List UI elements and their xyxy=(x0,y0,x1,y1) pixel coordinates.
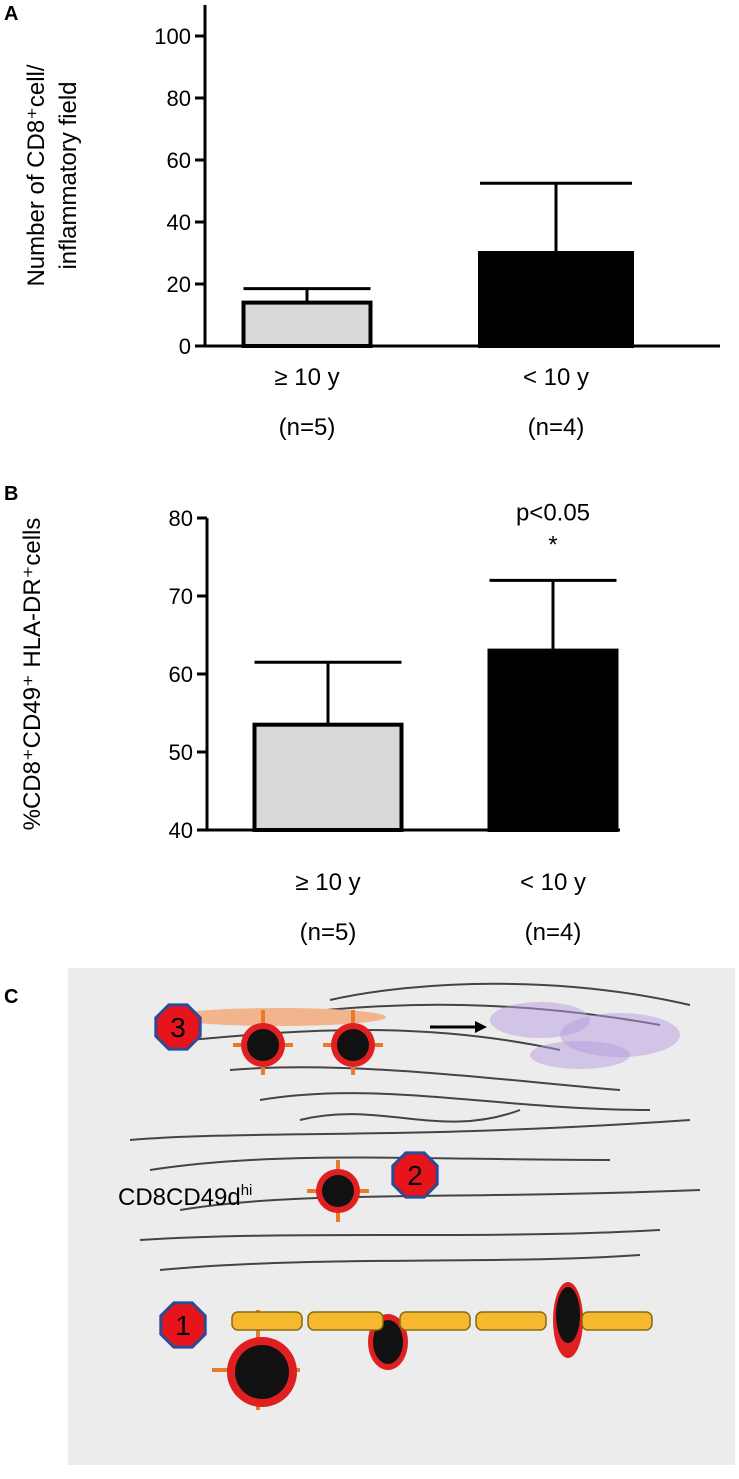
y-tick-label: 40 xyxy=(167,210,191,235)
markers: 3 2 1 xyxy=(154,1003,439,1349)
y-tick-label: 20 xyxy=(167,272,191,297)
category-note: (n=4) xyxy=(525,919,582,946)
marker-number: 3 xyxy=(170,1012,186,1043)
x-tick-label: < 10 y xyxy=(520,869,586,896)
marker-octagon xyxy=(159,1301,207,1349)
cell-label-text: CD8CD49d xyxy=(118,1184,241,1211)
endothelium-fragment xyxy=(170,1008,386,1026)
y-axis-label: inflammatory field xyxy=(55,81,82,269)
x-tick-label: < 10 y xyxy=(523,364,589,391)
panel-label: B xyxy=(4,483,18,505)
arrow-head xyxy=(475,1021,487,1033)
endothelial-layer xyxy=(231,1311,653,1331)
annotation: * xyxy=(548,531,557,558)
bar xyxy=(252,722,404,833)
category-note: (n=5) xyxy=(279,414,336,441)
marker-octagon xyxy=(154,1003,202,1051)
panel-label: A xyxy=(4,3,18,25)
panel-label: C xyxy=(4,986,18,1008)
illustration: C xyxy=(4,968,735,1465)
category-note: (n=5) xyxy=(300,919,357,946)
marker-number: 1 xyxy=(175,1310,191,1341)
y-tick-label: 60 xyxy=(169,662,193,687)
cell-label-sup: hi xyxy=(241,1182,253,1199)
y-tick-label: 80 xyxy=(169,506,193,531)
y-tick-label: 60 xyxy=(167,148,191,173)
cell-label: CD8CD49dhi xyxy=(118,1182,252,1211)
y-axis-label: %CD8⁺CD49⁺ HLA-DR⁺cells xyxy=(19,518,46,831)
category-note: (n=4) xyxy=(528,414,585,441)
y-tick-label: 50 xyxy=(169,740,193,765)
bar xyxy=(478,251,634,348)
y-tick-label: 0 xyxy=(179,334,191,359)
marker-octagon xyxy=(391,1151,439,1199)
annotation: p<0.05 xyxy=(516,499,590,526)
y-tick-label: 70 xyxy=(169,584,193,609)
y-tick-label: 40 xyxy=(169,818,193,843)
debris xyxy=(490,1002,680,1069)
x-tick-label: ≥ 10 y xyxy=(274,364,339,391)
cell-bodies xyxy=(227,1023,583,1407)
bar xyxy=(241,300,373,349)
x-tick-label: ≥ 10 y xyxy=(295,869,360,896)
y-tick-label: 80 xyxy=(167,86,191,111)
bar xyxy=(487,648,619,832)
y-axis-label: Number of CD8⁺cell/ xyxy=(23,64,50,286)
y-tick-label: 100 xyxy=(154,24,191,49)
marker-number: 2 xyxy=(407,1160,423,1191)
